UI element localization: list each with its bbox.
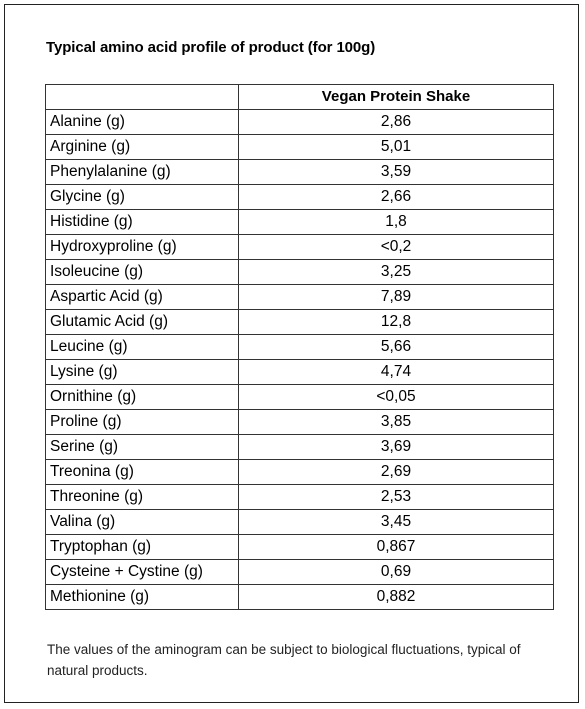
- amino-acid-value: 1,8: [238, 209, 554, 235]
- table-row: Histidine (g) 1,8: [45, 209, 554, 235]
- footnote: The values of the aminogram can be subje…: [47, 642, 521, 678]
- amino-acid-name: Leucine (g): [45, 334, 239, 360]
- table-row: Aspartic Acid (g) 7,89: [45, 284, 554, 310]
- header-product-cell: Vegan Protein Shake: [238, 84, 554, 110]
- table-row: Ornithine (g) <0,05: [45, 384, 554, 410]
- table-row: Serine (g) 3,69: [45, 434, 554, 460]
- table-row: Lysine (g) 4,74: [45, 359, 554, 385]
- amino-acid-name: Cysteine + Cystine (g): [45, 559, 239, 585]
- amino-acid-value: 3,25: [238, 259, 554, 285]
- amino-acid-value: 2,86: [238, 109, 554, 135]
- amino-acid-value: 2,53: [238, 484, 554, 510]
- document-title: Typical amino acid profile of product (f…: [46, 39, 376, 56]
- amino-acid-name: Alanine (g): [45, 109, 239, 135]
- amino-acid-name: Phenylalanine (g): [45, 159, 239, 185]
- amino-acid-value: 5,01: [238, 134, 554, 160]
- amino-acid-name: Hydroxyproline (g): [45, 234, 239, 260]
- table-row: Arginine (g) 5,01: [45, 134, 554, 160]
- amino-acid-value: 5,66: [238, 334, 554, 360]
- amino-acid-name: Glutamic Acid (g): [45, 309, 239, 335]
- amino-acid-value: 0,882: [238, 584, 554, 610]
- amino-acid-name: Methionine (g): [45, 584, 239, 610]
- amino-acid-value: 2,66: [238, 184, 554, 210]
- amino-acid-value: 3,59: [238, 159, 554, 185]
- amino-acid-value: 0,69: [238, 559, 554, 585]
- table-row: Phenylalanine (g) 3,59: [45, 159, 554, 185]
- amino-acid-value: 3,69: [238, 434, 554, 460]
- table-row: Tryptophan (g) 0,867: [45, 534, 554, 560]
- amino-acid-name: Histidine (g): [45, 209, 239, 235]
- table-row: Alanine (g) 2,86: [45, 109, 554, 135]
- amino-acid-name: Arginine (g): [45, 134, 239, 160]
- table-row: Glutamic Acid (g) 12,8: [45, 309, 554, 335]
- amino-acid-value: 3,45: [238, 509, 554, 535]
- amino-acid-value: 4,74: [238, 359, 554, 385]
- amino-acid-name: Isoleucine (g): [45, 259, 239, 285]
- table-row: Hydroxyproline (g) <0,2: [45, 234, 554, 260]
- amino-acid-value: 12,8: [238, 309, 554, 335]
- table-row: Threonine (g) 2,53: [45, 484, 554, 510]
- amino-acid-value: 7,89: [238, 284, 554, 310]
- header-blank-cell: [45, 84, 239, 110]
- amino-acid-value: <0,05: [238, 384, 554, 410]
- amino-acid-name: Ornithine (g): [45, 384, 239, 410]
- table-row: Leucine (g) 5,66: [45, 334, 554, 360]
- amino-acid-name: Serine (g): [45, 434, 239, 460]
- table-row: Isoleucine (g) 3,25: [45, 259, 554, 285]
- amino-acid-name: Proline (g): [45, 409, 239, 435]
- amino-acid-name: Treonina (g): [45, 459, 239, 485]
- table-row: Glycine (g) 2,66: [45, 184, 554, 210]
- amino-acid-name: Aspartic Acid (g): [45, 284, 239, 310]
- amino-acid-table: Vegan Protein Shake Alanine (g) 2,86 Argin…: [45, 84, 554, 610]
- amino-acid-value: 0,867: [238, 534, 554, 560]
- amino-acid-name: Tryptophan (g): [45, 534, 239, 560]
- document-frame: Typical amino acid profile of product (f…: [4, 4, 579, 703]
- amino-acid-value: <0,2: [238, 234, 554, 260]
- table-row: Cysteine + Cystine (g) 0,69: [45, 559, 554, 585]
- amino-acid-value: 2,69: [238, 459, 554, 485]
- amino-acid-name: Valina (g): [45, 509, 239, 535]
- table-row: Treonina (g) 2,69: [45, 459, 554, 485]
- table-row: Valina (g) 3,45: [45, 509, 554, 535]
- table-row: Methionine (g) 0,882: [45, 584, 554, 610]
- amino-acid-value: 3,85: [238, 409, 554, 435]
- amino-acid-name: Glycine (g): [45, 184, 239, 210]
- table-header-row: Vegan Protein Shake: [45, 84, 554, 110]
- table-row: Proline (g) 3,85: [45, 409, 554, 435]
- amino-acid-name: Lysine (g): [45, 359, 239, 385]
- amino-acid-name: Threonine (g): [45, 484, 239, 510]
